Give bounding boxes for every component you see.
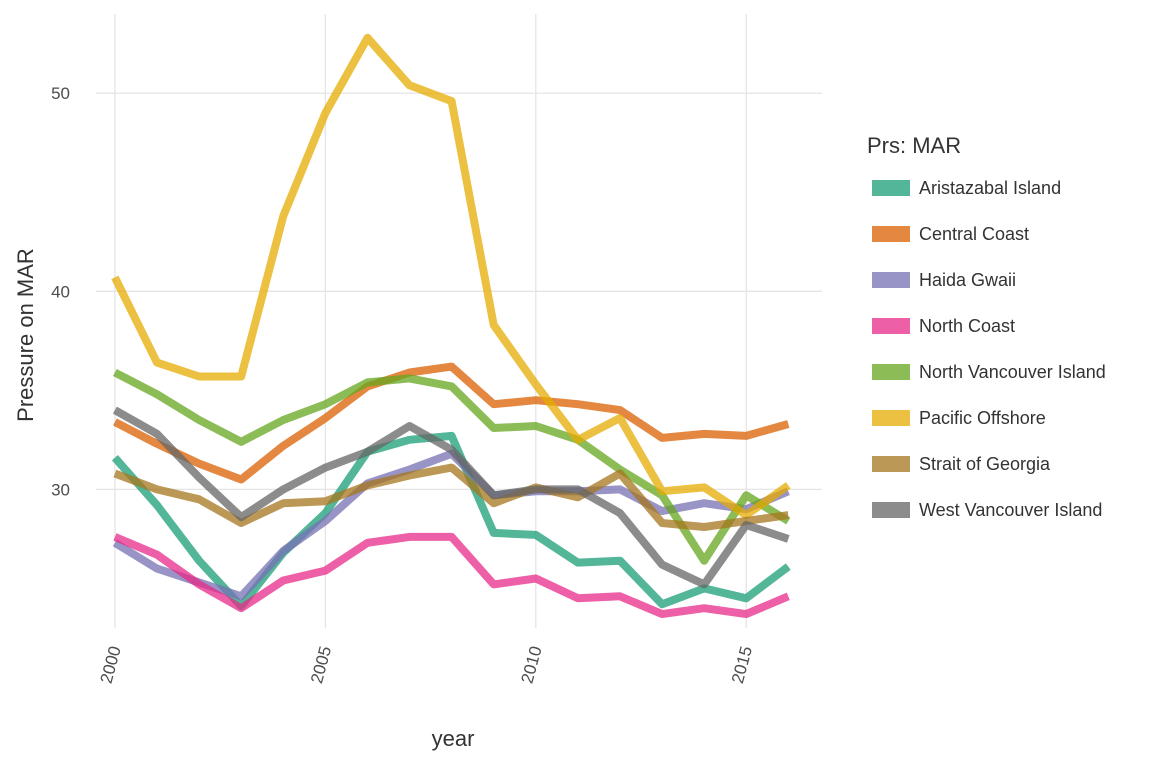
legend-label-north-vancouver-island: North Vancouver Island	[919, 362, 1106, 382]
x-axis-label: year	[432, 726, 475, 751]
x-tick-label-2005: 2005	[307, 644, 335, 685]
legend-label-west-vancouver-island: West Vancouver Island	[919, 500, 1102, 520]
legend-swatch-haida-gwaii	[872, 272, 910, 288]
legend-label-pacific-offshore: Pacific Offshore	[919, 408, 1046, 428]
legend-label-aristazabal-island: Aristazabal Island	[919, 178, 1061, 198]
x-tick-label-2000: 2000	[97, 644, 125, 685]
series-line-north-coast	[113, 532, 790, 619]
legend-label-north-coast: North Coast	[919, 316, 1015, 336]
series-line-west-vancouver-island	[112, 406, 790, 589]
legend-label-central-coast: Central Coast	[919, 224, 1029, 244]
y-tick-label-40: 40	[51, 282, 70, 301]
legend: Prs: MAR Aristazabal Island Central Coast…	[867, 133, 1106, 520]
grid-lines	[96, 14, 822, 628]
legend-swatch-north-vancouver-island	[872, 364, 910, 380]
legend-swatch-strait-of-georgia	[872, 456, 910, 472]
series-line-pacific-offshore	[111, 33, 791, 520]
series-line-north-vancouver-island	[113, 368, 791, 565]
legend-title: Prs: MAR	[867, 133, 961, 158]
series-lines	[111, 33, 791, 619]
legend-label-haida-gwaii: Haida Gwaii	[919, 270, 1016, 290]
legend-items: Aristazabal Island Central Coast Haida Gwa…	[872, 178, 1106, 520]
legend-swatch-north-coast	[872, 318, 910, 334]
legend-swatch-pacific-offshore	[872, 410, 910, 426]
legend-label-strait-of-georgia: Strait of Georgia	[919, 454, 1051, 474]
legend-swatch-central-coast	[872, 226, 910, 242]
x-axis-ticks: 2000 2005 2010 2015	[97, 644, 756, 685]
y-tick-label-50: 50	[51, 84, 70, 103]
series-line-central-coast	[113, 362, 790, 484]
y-tick-label-30: 30	[51, 480, 70, 499]
series-line-strait-of-georgia	[113, 463, 789, 531]
y-axis-label: Pressure on MAR	[13, 248, 38, 422]
y-axis-ticks: 30 40 50	[51, 84, 70, 499]
x-tick-label-2010: 2010	[518, 644, 546, 685]
x-tick-label-2015: 2015	[728, 644, 756, 685]
legend-swatch-west-vancouver-island	[872, 502, 910, 518]
legend-swatch-aristazabal-island	[872, 180, 910, 196]
